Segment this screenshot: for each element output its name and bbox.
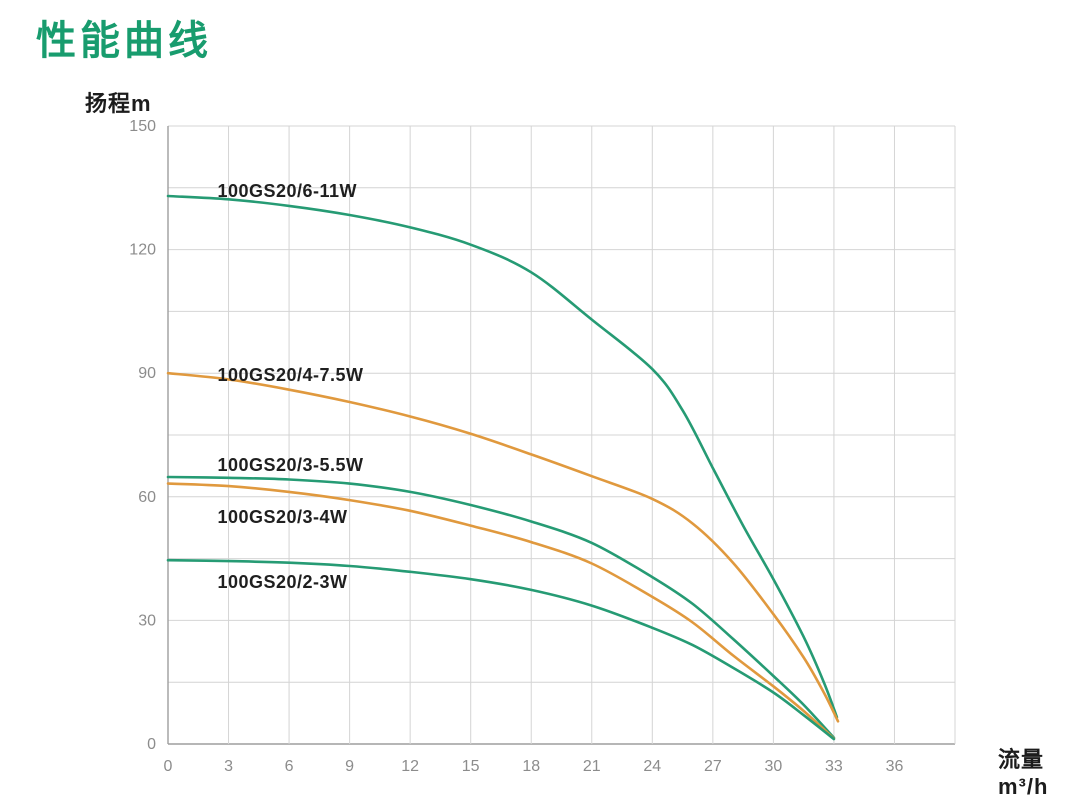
y-tick-label: 60 (138, 489, 156, 506)
series-label-100GS20/3-4W: 100GS20/3-4W (217, 507, 347, 527)
y-tick-label: 0 (147, 736, 156, 753)
x-tick-label: 3 (224, 758, 233, 775)
x-tick-label: 0 (164, 758, 173, 775)
x-tick-label: 27 (704, 758, 722, 775)
curve-100GS20/6-11W (166, 194, 839, 719)
x-tick-label: 36 (886, 758, 904, 775)
x-tick-label: 15 (462, 758, 480, 775)
curve-100GS20/3-4W (166, 482, 836, 740)
y-axis-label: 扬程m (85, 91, 152, 116)
y-tick-label: 90 (138, 365, 156, 382)
x-tick-label: 24 (643, 758, 661, 775)
page-title: 性能曲线 (36, 19, 212, 63)
curve-100GS20/3-5.5W (166, 475, 836, 740)
series-label-100GS20/3-5.5W: 100GS20/3-5.5W (217, 455, 363, 475)
curve-100GS20/4-7.5W (166, 371, 840, 723)
x-tick-label: 12 (401, 758, 419, 775)
y-tick-label: 150 (129, 118, 156, 135)
series-label-100GS20/6-11W: 100GS20/6-11W (217, 181, 357, 201)
y-tick-label: 30 (138, 612, 156, 629)
x-tick-label: 21 (583, 758, 601, 775)
x-tick-label: 9 (345, 758, 354, 775)
x-tick-label: 18 (522, 758, 540, 775)
x-tick-label: 30 (764, 758, 782, 775)
x-tick-label: 33 (825, 758, 843, 775)
series-label-100GS20/4-7.5W: 100GS20/4-7.5W (217, 365, 363, 385)
curve-100GS20/2-3W (166, 558, 836, 741)
x-axis-label: 流量m³/h (998, 747, 1049, 799)
y-tick-label: 120 (129, 242, 156, 259)
series-label-100GS20/2-3W: 100GS20/2-3W (217, 572, 347, 592)
x-tick-label: 6 (285, 758, 294, 775)
